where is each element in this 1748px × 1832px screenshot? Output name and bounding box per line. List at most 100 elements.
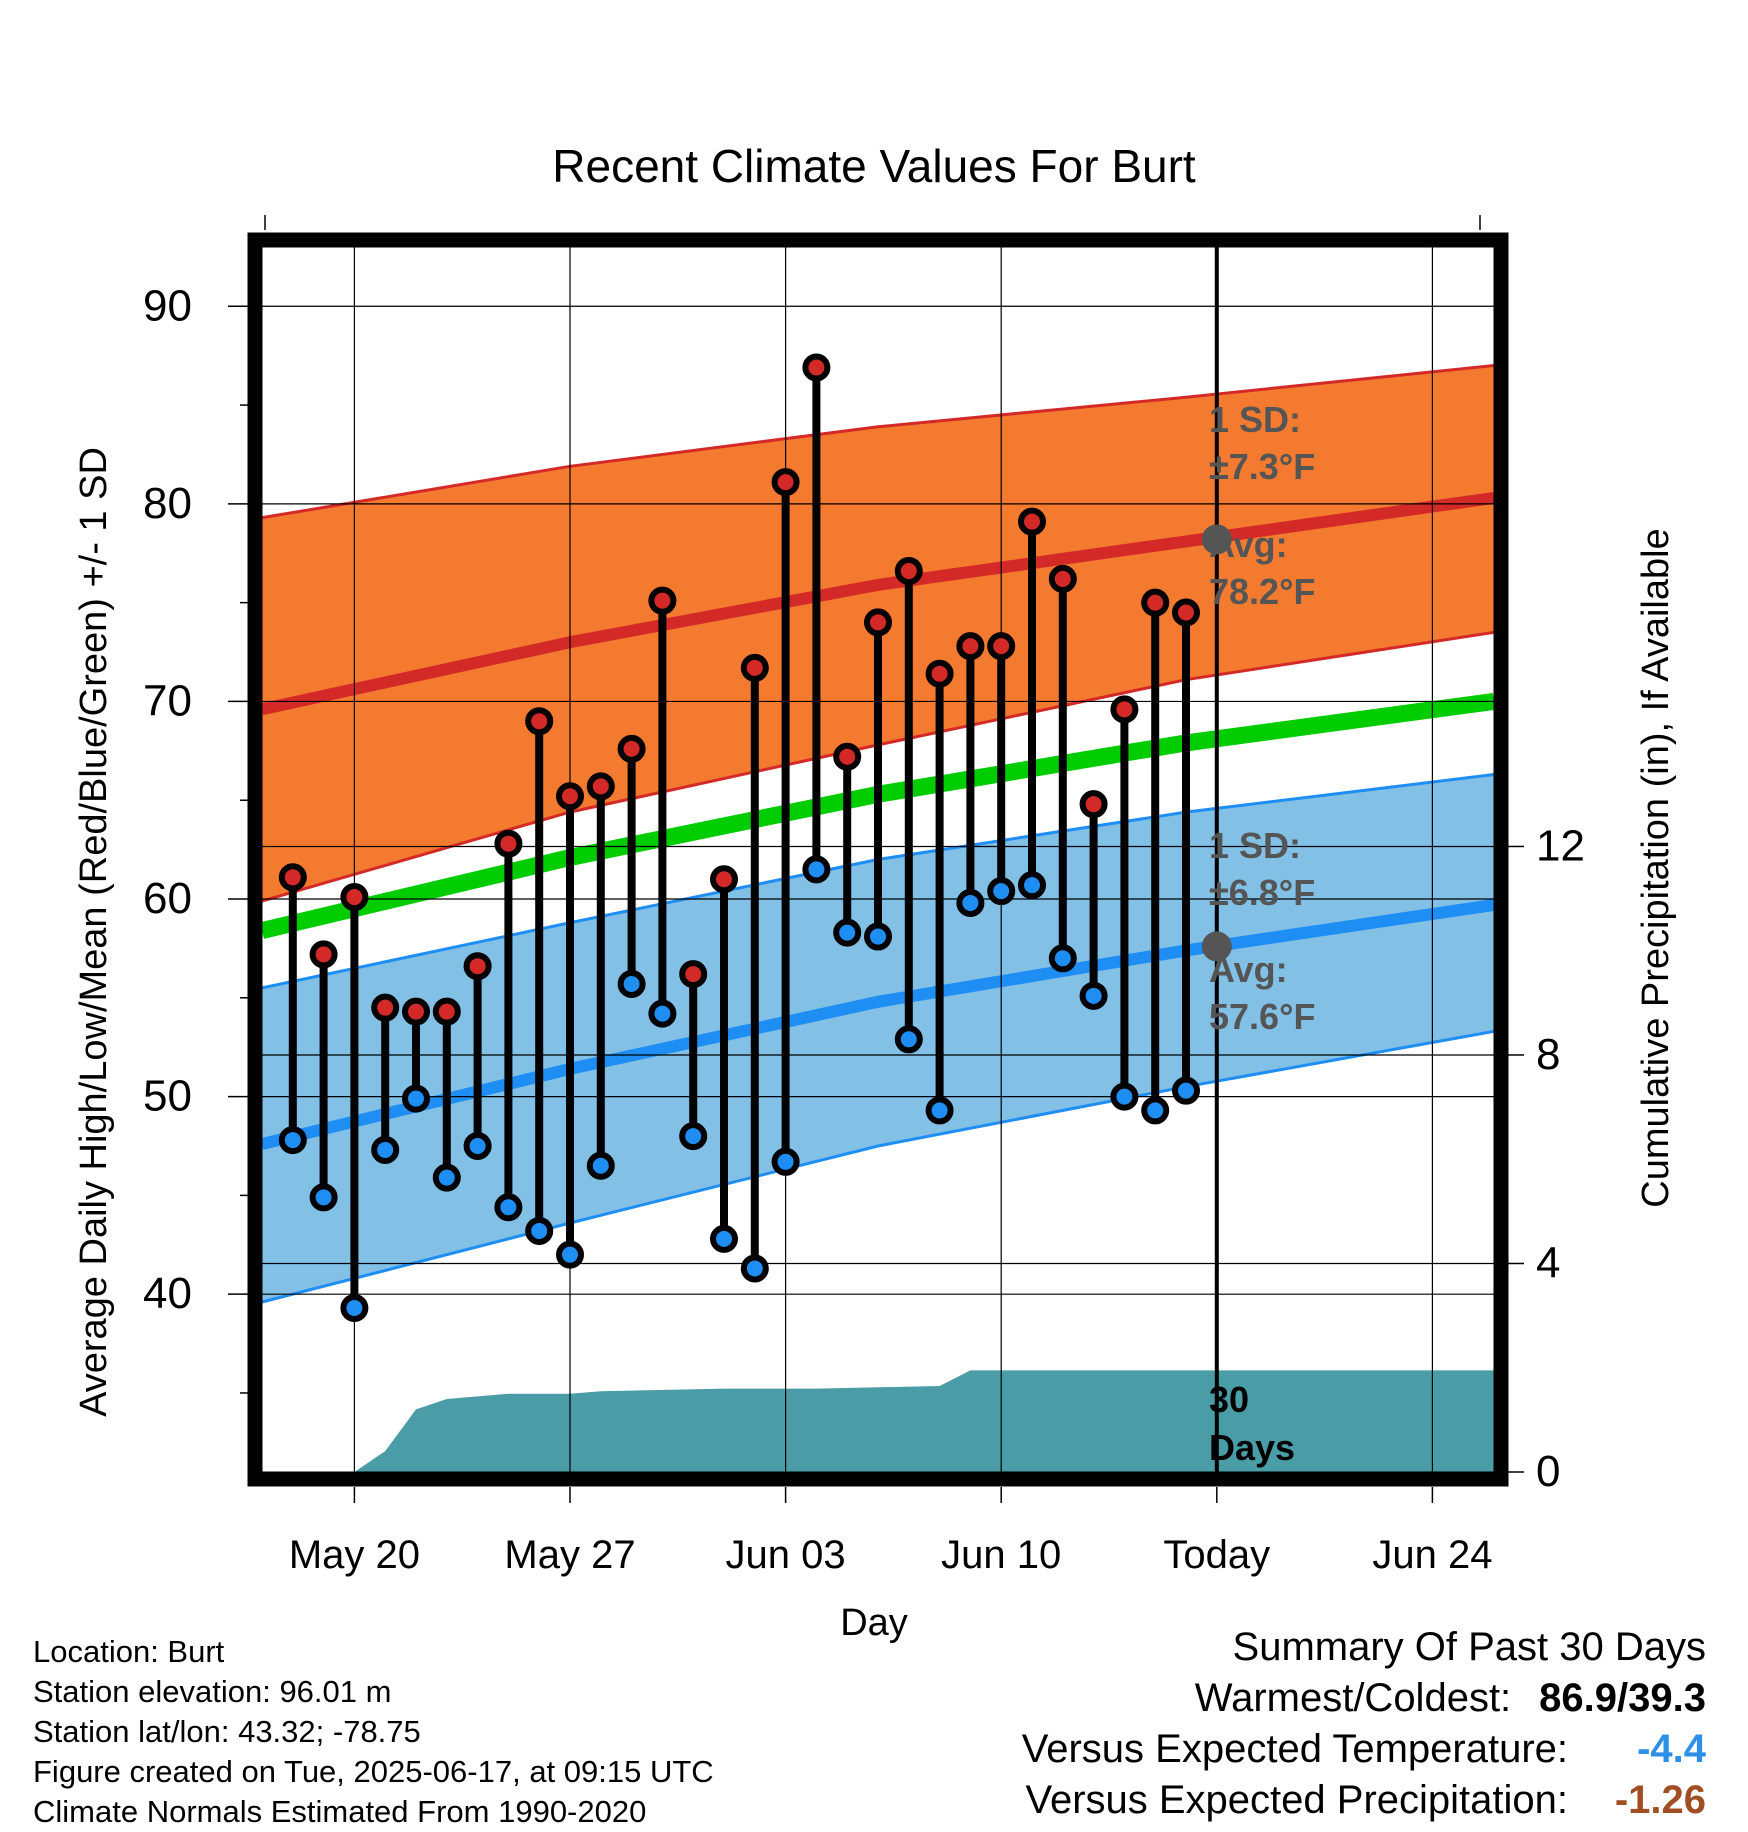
daily-high-point — [833, 742, 862, 771]
daily-high-point — [648, 586, 677, 615]
daily-high-point — [1018, 507, 1046, 536]
warm-cold-value: 86.9/39.3 — [1539, 1676, 1706, 1720]
daily-low-point — [771, 1147, 800, 1176]
daily-high-point — [679, 960, 708, 989]
high-avg-value: 78.2°F — [1209, 571, 1315, 612]
daily-high-point — [371, 993, 400, 1022]
daily-low-point — [525, 1216, 554, 1245]
high-sd-value: ±7.3°F — [1209, 446, 1315, 487]
daily-low-point — [586, 1151, 615, 1180]
y-tick-label: 70 — [143, 676, 192, 725]
daily-low-point — [432, 1163, 461, 1192]
x-tick-label: Jun 03 — [726, 1533, 846, 1577]
daily-high-point — [1172, 598, 1200, 627]
daily-high-point — [956, 632, 985, 661]
avg-low-line — [262, 898, 1494, 1150]
daily-high-point — [802, 353, 831, 382]
summary-warm-cold: Warmest/Coldest: 86.9/39.3 — [1022, 1673, 1706, 1724]
chart-title: Recent Climate Values For Burt — [552, 140, 1196, 192]
daily-high-point — [771, 468, 800, 497]
daily-low-point — [894, 1025, 923, 1054]
y-axis-right-label: Cumulative Precipitation (in), If Availa… — [1635, 528, 1677, 1207]
daily-low-point — [802, 855, 831, 884]
daily-low-point — [710, 1224, 738, 1253]
daily-high-point — [710, 865, 738, 894]
daily-low-point — [987, 877, 1016, 906]
daily-high-point — [463, 952, 492, 981]
daily-high-point — [494, 829, 523, 858]
y-tick-label: 80 — [143, 479, 192, 528]
normals-text: Climate Normals Estimated From 1990-2020 — [33, 1794, 647, 1829]
daily-low-point — [1048, 944, 1077, 973]
daily-low-point — [679, 1122, 708, 1151]
plot-frame — [247, 232, 1509, 1487]
daily-low-point — [1018, 871, 1046, 900]
precip-label: Versus Expected Precipitation: — [1025, 1778, 1568, 1822]
daily-low-point — [648, 999, 677, 1028]
today-avg-low-marker — [1201, 931, 1232, 962]
daily-low-point — [833, 918, 862, 947]
avg-high-line — [262, 491, 1494, 716]
latlon-text: Station lat/lon: 43.32; -78.75 — [33, 1714, 421, 1749]
y2-tick-label: 4 — [1536, 1238, 1560, 1287]
daily-high-point — [740, 653, 769, 682]
daily-high-point — [1079, 790, 1108, 819]
high-avg-label: Avg: — [1209, 524, 1288, 565]
daily-low-point — [956, 888, 985, 917]
high-band-upper-edge — [262, 364, 1494, 520]
x-tick-label: May 27 — [504, 1533, 635, 1577]
daily-low-point — [1172, 1076, 1200, 1105]
y2-tick-label: 12 — [1536, 821, 1585, 870]
daily-high-point — [987, 632, 1016, 661]
x-tick-label: Today — [1163, 1533, 1270, 1577]
today-avg-high-marker — [1201, 524, 1232, 555]
summary-panel: Summary Of Past 30 Days Warmest/Coldest:… — [1022, 1622, 1706, 1826]
daily-low-point — [740, 1254, 769, 1283]
daily-low-point — [494, 1193, 523, 1222]
daily-low-point — [371, 1135, 400, 1164]
x-tick-label: Jun 10 — [941, 1533, 1061, 1577]
daily-high-point — [278, 863, 307, 892]
daily-low-point — [1079, 981, 1108, 1010]
y-tick-label: 60 — [143, 874, 192, 923]
daily-low-point — [402, 1084, 430, 1113]
warm-cold-label: Warmest/Coldest: — [1194, 1676, 1512, 1720]
daily-low-point — [309, 1183, 338, 1212]
precip-value: -1.26 — [1614, 1778, 1706, 1822]
daily-low-point — [1110, 1082, 1139, 1111]
high-sd-label: 1 SD: — [1209, 399, 1301, 440]
x-tick-label: Jun 24 — [1372, 1533, 1492, 1577]
precip-area — [262, 1370, 1494, 1472]
y2-tick-label: 8 — [1536, 1030, 1560, 1079]
daily-low-point — [864, 922, 892, 951]
daily-high-point — [1141, 588, 1170, 617]
temp-value: -4.4 — [1637, 1727, 1706, 1771]
y2-tick-label: 0 — [1536, 1447, 1560, 1496]
low-sd-value: ±6.8°F — [1209, 872, 1315, 913]
daily-high-point — [1110, 695, 1139, 724]
y-axis-label: Average Daily High/Low/Mean (Red/Blue/Gr… — [73, 447, 115, 1417]
low-avg-value: 57.6°F — [1209, 996, 1315, 1037]
station-info: Location: Burt Station elevation: 96.01 … — [33, 1632, 714, 1832]
days-label-word: Days — [1209, 1427, 1295, 1468]
x-tick-label: May 20 — [289, 1533, 420, 1577]
x-axis-label: Day — [840, 1602, 908, 1644]
daily-high-point — [525, 707, 554, 736]
daily-high-point — [1048, 564, 1077, 593]
daily-high-point — [556, 782, 584, 811]
daily-low-point — [556, 1240, 584, 1269]
location-text: Location: Burt — [33, 1634, 225, 1669]
daily-high-point — [864, 608, 892, 637]
summary-temp: Versus Expected Temperature: -4.4 — [1022, 1724, 1706, 1775]
low-sd-label: 1 SD: — [1209, 825, 1301, 866]
daily-high-point — [617, 734, 646, 763]
daily-high-point — [432, 997, 461, 1026]
daily-low-point — [617, 969, 646, 998]
daily-high-point — [894, 557, 923, 586]
low-avg-label: Avg: — [1209, 949, 1288, 990]
y-tick-label: 40 — [143, 1269, 192, 1318]
y-tick-label: 90 — [143, 281, 192, 330]
elevation-text: Station elevation: 96.01 m — [33, 1674, 392, 1709]
daily-low-point — [340, 1294, 369, 1323]
summary-title: Summary Of Past 30 Days — [1232, 1625, 1706, 1669]
